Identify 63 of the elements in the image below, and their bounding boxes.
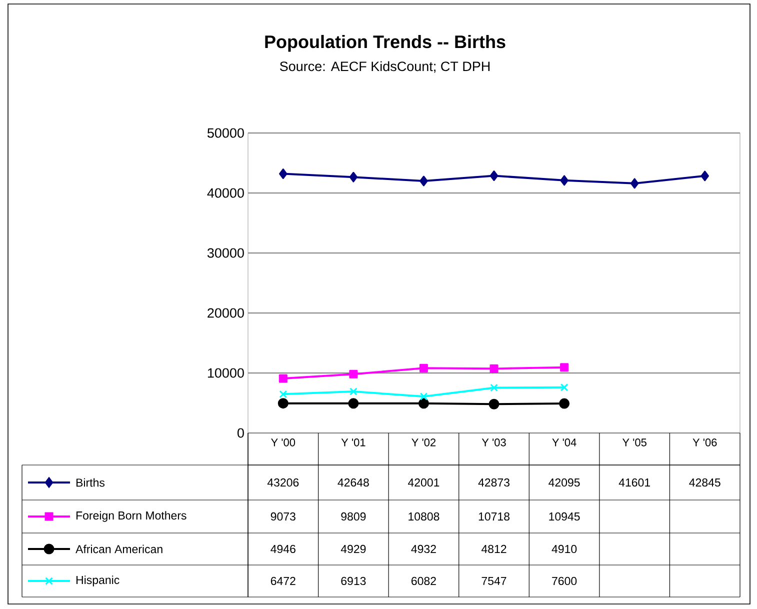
data-label: 7600 bbox=[552, 576, 577, 586]
data-label: 6913 bbox=[341, 576, 366, 586]
point bbox=[348, 398, 359, 409]
data-label: 6472 bbox=[270, 576, 296, 586]
point bbox=[560, 383, 568, 392]
data-label: 10808 bbox=[408, 512, 440, 521]
data-label: 42001 bbox=[408, 478, 440, 487]
data-label: 6082 bbox=[412, 576, 436, 586]
point bbox=[349, 172, 358, 182]
x-tick-label: Y '01 bbox=[341, 438, 366, 446]
point bbox=[420, 392, 428, 400]
data-label: 42648 bbox=[338, 478, 369, 487]
data-label: 10718 bbox=[478, 512, 510, 521]
point bbox=[349, 370, 358, 378]
data-label: 4946 bbox=[270, 544, 296, 554]
point bbox=[630, 178, 639, 189]
data-label: 43206 bbox=[267, 478, 299, 487]
point bbox=[279, 168, 288, 180]
data-label: 9073 bbox=[270, 512, 296, 521]
point bbox=[490, 170, 498, 182]
point bbox=[278, 374, 288, 383]
chart-title: Popoulation Trends -- Births bbox=[265, 34, 506, 52]
legend-label: Hispanic bbox=[76, 576, 120, 586]
point bbox=[420, 176, 428, 186]
x-tick-label: Y '06 bbox=[692, 438, 717, 446]
y-tick-label: 20000 bbox=[208, 308, 244, 318]
point bbox=[418, 398, 429, 409]
data-label: 42873 bbox=[478, 478, 510, 487]
point bbox=[559, 398, 570, 409]
legend-label: Foreign Born Mothers bbox=[76, 511, 186, 522]
x-tick-label: Y '04 bbox=[552, 438, 576, 446]
data-label: 10945 bbox=[549, 512, 580, 521]
point bbox=[490, 384, 498, 392]
data-label: 4929 bbox=[340, 544, 366, 554]
data-label: 42845 bbox=[689, 478, 720, 487]
data-label: 7547 bbox=[482, 576, 506, 585]
legend-label: Births bbox=[76, 478, 105, 487]
data-label: 41601 bbox=[618, 478, 650, 487]
y-tick-label: 50000 bbox=[207, 128, 244, 138]
x-tick-label: Y '02 bbox=[412, 438, 436, 446]
data-label: 4910 bbox=[552, 544, 577, 554]
data-label: 4932 bbox=[411, 544, 436, 554]
point bbox=[488, 398, 500, 410]
point bbox=[560, 363, 569, 372]
point bbox=[700, 170, 709, 182]
data-label: 4812 bbox=[481, 544, 506, 554]
x-tick-label: Y '03 bbox=[482, 438, 506, 446]
point bbox=[350, 388, 358, 396]
point bbox=[278, 398, 288, 409]
y-tick-label: 30000 bbox=[207, 248, 244, 258]
y-tick-label: 10000 bbox=[208, 368, 244, 378]
x-tick-label: Y '05 bbox=[622, 438, 646, 446]
point bbox=[419, 364, 428, 372]
legend-label: African American bbox=[76, 544, 162, 554]
y-tick-label: 0 bbox=[238, 428, 244, 438]
point bbox=[279, 390, 288, 398]
point bbox=[560, 175, 568, 186]
data-label: 42095 bbox=[548, 478, 580, 487]
point bbox=[490, 364, 498, 373]
x-tick-label: Y '00 bbox=[271, 438, 296, 446]
data-label: 9809 bbox=[341, 512, 366, 521]
chart-subtitle: Source: AECF KidsCount; CT DPH bbox=[280, 61, 490, 73]
y-tick-label: 40000 bbox=[207, 188, 244, 198]
